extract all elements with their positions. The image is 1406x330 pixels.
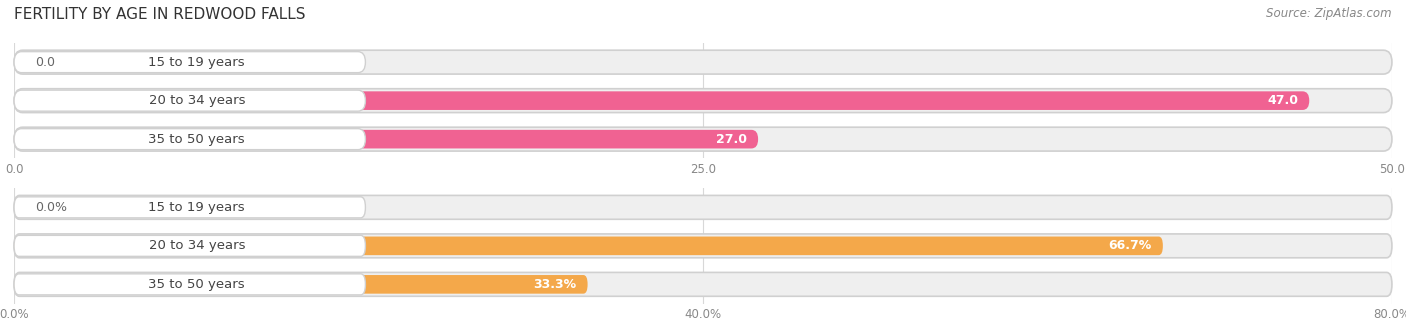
Text: 33.3%: 33.3%	[533, 278, 576, 291]
Text: 35 to 50 years: 35 to 50 years	[149, 278, 245, 291]
Text: 15 to 19 years: 15 to 19 years	[149, 56, 245, 69]
FancyBboxPatch shape	[14, 234, 1392, 258]
Text: 20 to 34 years: 20 to 34 years	[149, 94, 245, 107]
FancyBboxPatch shape	[14, 274, 366, 295]
Text: 66.7%: 66.7%	[1108, 239, 1152, 252]
Text: 20 to 34 years: 20 to 34 years	[149, 239, 245, 252]
Text: 15 to 19 years: 15 to 19 years	[149, 201, 245, 214]
FancyBboxPatch shape	[14, 273, 1392, 296]
FancyBboxPatch shape	[14, 129, 366, 149]
FancyBboxPatch shape	[14, 91, 1309, 110]
FancyBboxPatch shape	[14, 130, 758, 148]
FancyBboxPatch shape	[14, 89, 1392, 113]
FancyBboxPatch shape	[14, 197, 366, 218]
FancyBboxPatch shape	[14, 237, 1163, 255]
FancyBboxPatch shape	[14, 275, 588, 294]
Text: 35 to 50 years: 35 to 50 years	[149, 133, 245, 146]
Text: 27.0: 27.0	[716, 133, 747, 146]
FancyBboxPatch shape	[14, 195, 1392, 219]
FancyBboxPatch shape	[14, 50, 1392, 74]
Text: Source: ZipAtlas.com: Source: ZipAtlas.com	[1267, 7, 1392, 19]
FancyBboxPatch shape	[14, 235, 366, 256]
FancyBboxPatch shape	[14, 90, 366, 111]
Text: FERTILITY BY AGE IN REDWOOD FALLS: FERTILITY BY AGE IN REDWOOD FALLS	[14, 7, 305, 21]
FancyBboxPatch shape	[14, 127, 1392, 151]
FancyBboxPatch shape	[14, 52, 366, 73]
Text: 47.0: 47.0	[1267, 94, 1298, 107]
Text: 0.0: 0.0	[35, 56, 55, 69]
Text: 0.0%: 0.0%	[35, 201, 66, 214]
